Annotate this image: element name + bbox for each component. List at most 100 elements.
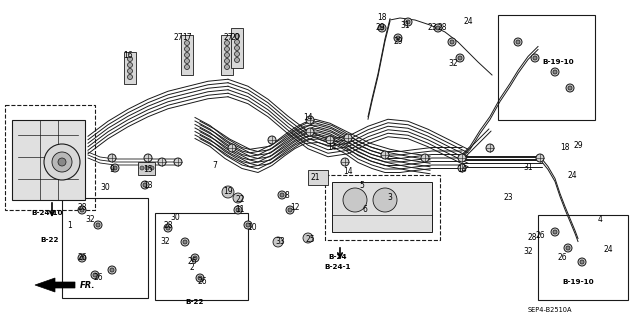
- Circle shape: [303, 233, 313, 243]
- Circle shape: [234, 206, 242, 214]
- Circle shape: [110, 268, 114, 272]
- Circle shape: [458, 154, 466, 162]
- Text: 33: 33: [275, 238, 285, 247]
- Circle shape: [553, 70, 557, 74]
- Circle shape: [184, 41, 189, 46]
- Text: 29: 29: [393, 38, 403, 47]
- Text: 24: 24: [463, 18, 473, 26]
- Circle shape: [434, 24, 442, 32]
- Text: 29: 29: [573, 140, 583, 150]
- Circle shape: [140, 166, 144, 170]
- Text: 12: 12: [291, 204, 300, 212]
- Circle shape: [127, 56, 132, 62]
- Text: 24: 24: [603, 246, 613, 255]
- Circle shape: [58, 158, 66, 166]
- Circle shape: [193, 256, 197, 260]
- Circle shape: [184, 58, 189, 63]
- Circle shape: [486, 144, 494, 152]
- Bar: [62, 198, 148, 298]
- Bar: [5, 105, 95, 210]
- Circle shape: [306, 128, 314, 136]
- Circle shape: [536, 154, 544, 162]
- Circle shape: [280, 193, 284, 197]
- Text: 14: 14: [343, 167, 353, 176]
- Circle shape: [184, 47, 189, 51]
- Bar: [124, 52, 136, 84]
- Bar: [221, 35, 233, 75]
- Bar: [538, 215, 628, 300]
- Circle shape: [96, 223, 100, 227]
- Circle shape: [288, 208, 292, 212]
- Circle shape: [145, 166, 149, 170]
- Text: 17: 17: [182, 33, 192, 42]
- Text: 29: 29: [375, 24, 385, 33]
- Bar: [12, 120, 85, 200]
- Text: FR.: FR.: [80, 280, 95, 290]
- Circle shape: [113, 166, 117, 170]
- Circle shape: [127, 69, 132, 73]
- Circle shape: [514, 38, 522, 46]
- Circle shape: [396, 36, 400, 40]
- Text: 26: 26: [93, 273, 103, 283]
- Circle shape: [91, 271, 99, 279]
- Bar: [231, 28, 243, 68]
- Circle shape: [564, 244, 572, 252]
- Text: 26: 26: [187, 257, 197, 266]
- Circle shape: [236, 208, 240, 212]
- Circle shape: [553, 230, 557, 234]
- Circle shape: [127, 75, 132, 79]
- Circle shape: [234, 40, 239, 44]
- Text: 8: 8: [285, 190, 289, 199]
- Text: SEP4-B2510A: SEP4-B2510A: [528, 307, 572, 313]
- Circle shape: [80, 208, 84, 212]
- Text: 26: 26: [77, 254, 87, 263]
- Circle shape: [381, 151, 389, 159]
- Text: B-24: B-24: [329, 254, 348, 260]
- Circle shape: [94, 221, 102, 229]
- Circle shape: [448, 38, 456, 46]
- Circle shape: [184, 64, 189, 70]
- Bar: [155, 213, 248, 300]
- Circle shape: [394, 34, 402, 42]
- Bar: [498, 15, 595, 120]
- Text: B-19-10: B-19-10: [562, 279, 594, 285]
- Circle shape: [158, 158, 166, 166]
- Circle shape: [127, 63, 132, 68]
- Text: 24: 24: [567, 170, 577, 180]
- Circle shape: [108, 266, 116, 274]
- Circle shape: [551, 68, 559, 76]
- Text: 23: 23: [503, 194, 513, 203]
- Circle shape: [456, 54, 464, 62]
- Circle shape: [373, 188, 397, 212]
- Text: 1: 1: [68, 220, 72, 229]
- Text: B-19-10: B-19-10: [542, 59, 574, 65]
- Text: 16: 16: [123, 50, 133, 60]
- Circle shape: [174, 158, 182, 166]
- Circle shape: [273, 237, 283, 247]
- Text: B-24-1: B-24-1: [324, 264, 351, 270]
- Text: 19: 19: [223, 188, 233, 197]
- Circle shape: [566, 84, 574, 92]
- Circle shape: [181, 238, 189, 246]
- Text: 32: 32: [523, 248, 533, 256]
- Circle shape: [225, 47, 230, 51]
- Text: 14: 14: [457, 166, 467, 174]
- Circle shape: [144, 154, 152, 162]
- Circle shape: [111, 164, 119, 172]
- Text: 6: 6: [363, 205, 367, 214]
- Circle shape: [380, 26, 384, 30]
- Circle shape: [404, 18, 412, 26]
- Text: 5: 5: [360, 181, 364, 189]
- Text: 30: 30: [100, 183, 110, 192]
- Text: B-22: B-22: [186, 299, 204, 305]
- Circle shape: [164, 224, 172, 232]
- Text: 31: 31: [400, 20, 410, 29]
- Circle shape: [516, 40, 520, 44]
- Text: 28: 28: [437, 24, 447, 33]
- Text: 26: 26: [197, 278, 207, 286]
- Circle shape: [450, 40, 454, 44]
- Text: B-22: B-22: [41, 237, 60, 243]
- Circle shape: [198, 276, 202, 280]
- Text: 23: 23: [427, 24, 437, 33]
- Circle shape: [458, 56, 462, 60]
